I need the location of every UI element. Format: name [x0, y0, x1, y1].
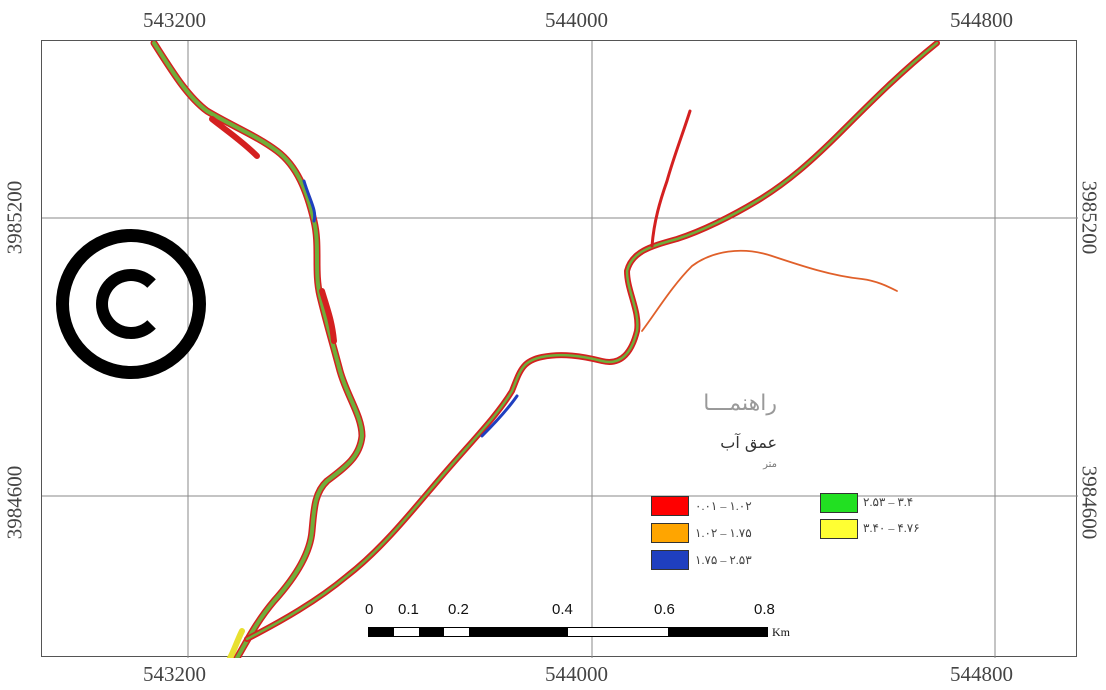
- x-tick-bottom-3: 544800: [950, 662, 1013, 686]
- legend-label-1: ۰.۰۱ – ۱.۰۲: [695, 499, 752, 513]
- x-tick-top-3: 544800: [950, 8, 1013, 32]
- scale-label-0-6: 0.6: [654, 601, 675, 618]
- copyright-watermark: ©: [56, 229, 206, 379]
- scale-bar: 0 0.1 0.2 0.4 0.6 0.8 Km: [362, 601, 822, 651]
- x-tick-bottom-1: 543200: [143, 662, 206, 686]
- legend-label-2: ۱.۰۲ – ۱.۷۵: [695, 526, 752, 540]
- scale-segment-3: [418, 628, 444, 636]
- x-tick-bottom-2: 544000: [545, 662, 608, 686]
- legend-swatch-2: [651, 523, 689, 543]
- x-tick-top-2: 544000: [545, 8, 608, 32]
- legend-subtitle: عمق آب: [720, 433, 777, 452]
- grid-lines: [42, 41, 1078, 658]
- legend-unit: متر: [763, 459, 777, 470]
- scale-segment-1: [369, 628, 394, 636]
- y-tick-right-2: 3984600: [1077, 465, 1102, 540]
- legend-label-4: ۲.۵۳ – ۳.۴: [863, 495, 914, 509]
- legend-swatch-1: [651, 496, 689, 516]
- legend-label-3: ۱.۷۵ – ۲.۵۳: [695, 553, 752, 567]
- river-west: [150, 41, 366, 658]
- y-tick-left-1: 3985200: [2, 180, 27, 255]
- legend-title: راهنمـــا: [703, 391, 777, 416]
- scale-bar-segments: [368, 627, 768, 637]
- map-frame: © راهنمـــا عمق آب متر ۰.۰۱ – ۱.۰۲ ۱.۰۲ …: [41, 40, 1078, 658]
- scale-segment-2: [393, 628, 419, 636]
- legend: راهنمـــا عمق آب متر ۰.۰۱ – ۱.۰۲ ۱.۰۲ – …: [627, 391, 957, 591]
- scale-label-0: 0: [365, 601, 374, 618]
- river-east: [244, 41, 940, 642]
- y-tick-left-2: 3984600: [2, 465, 27, 540]
- map-canvas: [42, 41, 1078, 658]
- legend-swatch-3: [651, 550, 689, 570]
- scale-segment-5: [468, 628, 568, 636]
- scale-label-0-4: 0.4: [552, 601, 573, 618]
- scale-segment-4: [443, 628, 469, 636]
- y-tick-right-1: 3985200: [1077, 180, 1102, 255]
- scale-segment-6: [568, 628, 668, 636]
- scale-label-0-8: 0.8: [754, 601, 775, 618]
- scale-unit: Km: [772, 625, 790, 639]
- scale-segment-7: [667, 628, 767, 636]
- legend-swatch-4: [820, 493, 858, 513]
- copyright-c-shape: [96, 269, 166, 339]
- scale-label-0-2: 0.2: [448, 601, 469, 618]
- legend-swatch-5: [820, 519, 858, 539]
- x-tick-top-1: 543200: [143, 8, 206, 32]
- scale-label-0-1: 0.1: [398, 601, 419, 618]
- legend-label-5: ۳.۴۰ – ۴.۷۶: [863, 521, 920, 535]
